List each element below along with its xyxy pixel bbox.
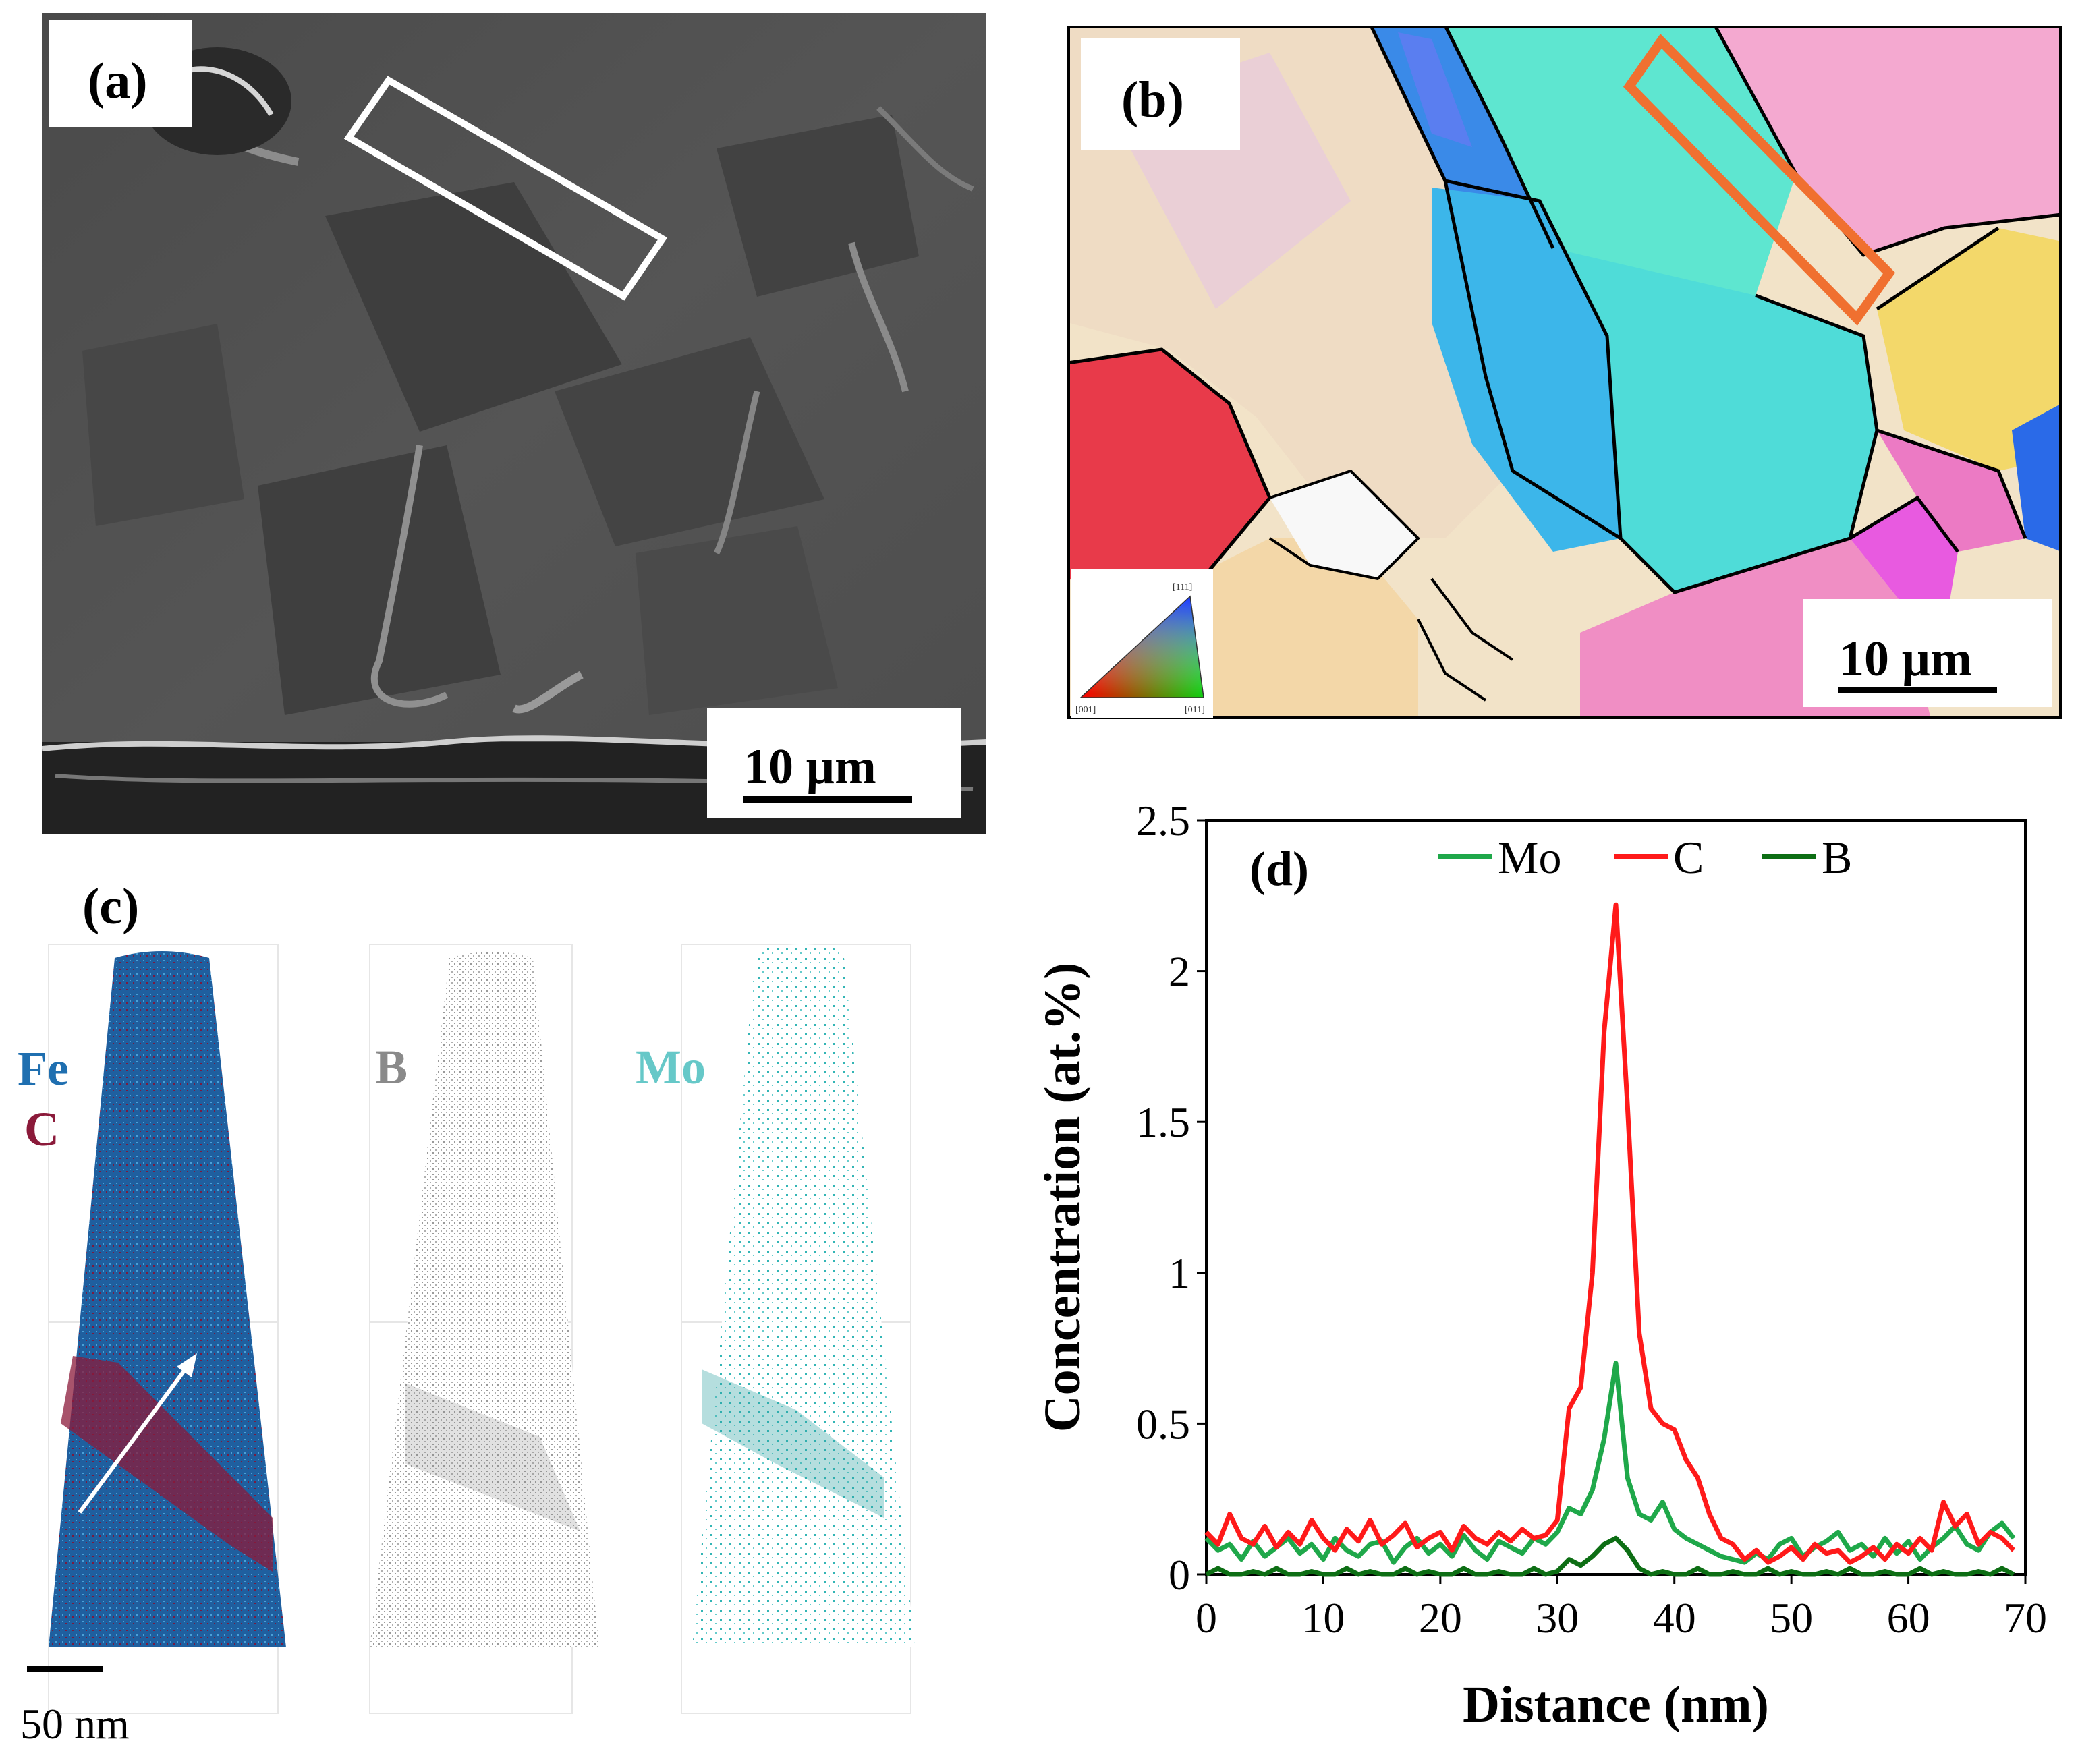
y-tick-label: 0.5 [1136, 1400, 1190, 1448]
y-tick-label: 1 [1169, 1249, 1190, 1297]
panel-c-label: (c) [82, 878, 140, 935]
panel-b-scale-label: 10 µm [1839, 631, 1972, 687]
y-tick-label: 2 [1169, 948, 1190, 996]
mo-tip [692, 944, 915, 1647]
carbon-band [61, 1356, 273, 1572]
ipf-key-left-label: [001] [1075, 705, 1096, 715]
selection-rectangle [343, 76, 668, 301]
ipf-color-key: [111] [001] [011] [1071, 569, 1213, 718]
element-label-mo: Mo [636, 1040, 706, 1094]
element-label-fe: Fe [18, 1042, 69, 1096]
concentration-chart: 0 0.5 1 1.5 2 2.5 0 10 20 30 40 50 60 70 Mo C B (d) Di… [1034, 797, 2047, 1733]
y-tick-label: 1.5 [1136, 1098, 1190, 1146]
panel-a-label: (a) [88, 53, 148, 109]
panel-a-label-box [49, 20, 192, 127]
legend-label-c: C [1673, 832, 1704, 883]
panel-d: 0 0.5 1 1.5 2 2.5 0 10 20 30 40 50 60 70 Mo C B (d) Di… [999, 776, 2071, 1747]
panel-b-label-box [1081, 38, 1240, 150]
plot-frame [1205, 819, 2027, 1576]
panel-c: (c) [0, 870, 958, 1764]
panel-a-scale-label: 10 µm [743, 739, 876, 795]
ipf-triangle: [111] [001] [011] [1075, 582, 1205, 715]
y-tick-label: 2.5 [1136, 797, 1190, 845]
legend-label-b: B [1822, 832, 1852, 883]
ipf-key-right-label: [011] [1185, 705, 1205, 715]
series-line-c [1204, 902, 2016, 1565]
profile-arrow [78, 1367, 188, 1514]
profile-arrow-head [177, 1353, 197, 1377]
chart-panel-label: (d) [1249, 842, 1309, 896]
series-line-b [1205, 1535, 2015, 1577]
x-tick-label: 50 [1770, 1594, 1813, 1642]
panel-c-scale-label: 50 nm [20, 1700, 130, 1748]
b-tip [370, 952, 599, 1647]
apt-reconstructions [27, 944, 915, 1714]
x-tick-label: 40 [1653, 1594, 1696, 1642]
panel-b: (b) [111] [001] [011] 10 µm [1067, 24, 2062, 719]
x-axis-label: Distance (nm) [1463, 1676, 1769, 1733]
x-tick-label: 70 [2004, 1594, 2047, 1642]
y-tick-label: 0 [1169, 1551, 1190, 1599]
x-tick-label: 0 [1196, 1594, 1217, 1642]
panel-b-label: (b) [1121, 72, 1184, 128]
orange-selection-rectangle [1623, 34, 1896, 326]
x-tick-label: 60 [1887, 1594, 1930, 1642]
y-axis-label: Concentration (at.%) [1034, 963, 1091, 1433]
panel-a-scale-bar [743, 796, 912, 803]
series-line-mo [1204, 1361, 2016, 1565]
panel-c-scale-bar [27, 1666, 103, 1672]
ipf-key-top-label: [111] [1173, 582, 1192, 592]
element-label-b: B [375, 1040, 408, 1094]
legend-label-mo: Mo [1498, 832, 1561, 883]
panel-a: (a) 10 µm [41, 13, 987, 834]
x-tick-label: 20 [1419, 1594, 1462, 1642]
panel-b-scale-bar [1838, 687, 1997, 693]
x-tick-label: 30 [1536, 1594, 1579, 1642]
element-label-c: C [24, 1102, 59, 1156]
x-tick-label: 10 [1301, 1594, 1345, 1642]
